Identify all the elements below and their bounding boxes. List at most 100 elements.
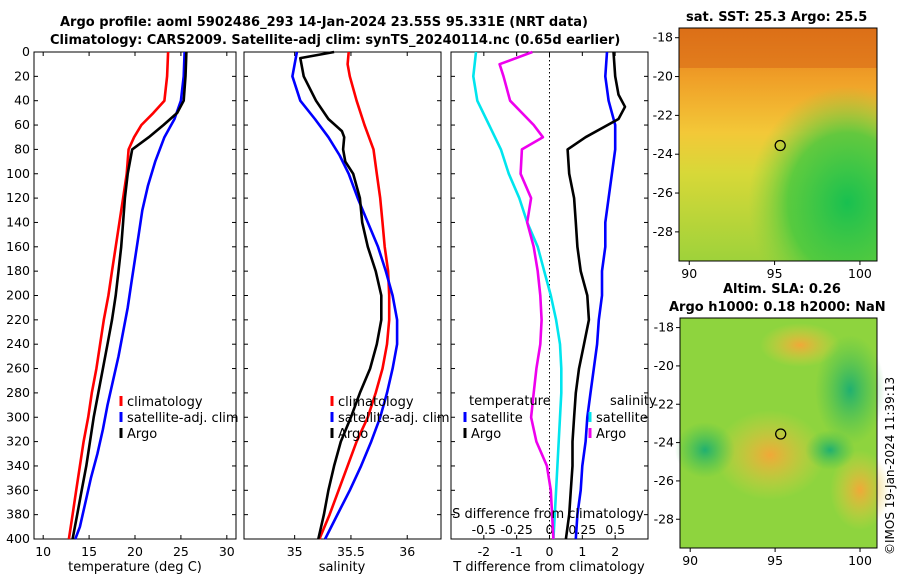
sla-map-y-ticks: -18 -20 -22 -24 -26 -28: [654, 320, 680, 526]
lon-tick-label: 95: [767, 266, 783, 281]
temperature-y-ticks: 0 20 40 60 80 100 120 140 160 180 200 220 240 260 280 3…: [6, 44, 236, 546]
difference-legend: temperature satellite Argo salinity sate…: [463, 394, 657, 442]
difference-x-ticks: -2 -1 0 1 2: [478, 52, 619, 559]
difference-xlabel: T difference from climatology: [452, 560, 645, 575]
depth-tick-label: 200: [6, 288, 30, 303]
sla-map-low-3: [805, 430, 855, 470]
depth-tick-label: 240: [6, 336, 30, 351]
sla-map-frame: [679, 317, 878, 549]
temperature-legend: climatology satellite-adj. clim Argo: [119, 395, 239, 442]
x-tick-label: 1: [578, 544, 586, 559]
x-tick-label: 0: [546, 544, 554, 559]
s-tick-label: 0.25: [568, 522, 596, 537]
legend-label-t-argo: Argo: [471, 427, 501, 442]
series-temperature-argo: [564, 51, 627, 540]
depth-tick-label: 160: [6, 239, 30, 254]
depth-tick-label: 280: [6, 385, 30, 400]
x-tick-label: 20: [127, 544, 143, 559]
sst-map-x-ticks: 90 95 100: [681, 261, 872, 281]
salinity-legend: climatology satellite-adj. clim Argo: [330, 395, 450, 442]
lat-tick-label: -20: [654, 358, 674, 373]
lat-tick-label: -24: [653, 146, 673, 161]
series-satellite-adj-clim: [291, 51, 399, 540]
title-line-2: Climatology: CARS2009. Satellite-adj cli…: [50, 33, 621, 48]
x-tick-label: 2: [611, 544, 619, 559]
title-line-1: Argo profile: aoml 5902486_293 14-Jan-20…: [60, 15, 588, 30]
depth-tick-label: 140: [6, 214, 30, 229]
x-tick-label: 15: [81, 544, 97, 559]
series-salinity-satellite: [471, 51, 563, 540]
depth-tick-label: 100: [6, 166, 30, 181]
x-tick-label: 35.5: [337, 544, 365, 559]
series-temperature-satellite: [574, 51, 617, 540]
salinity-y-ticks: [244, 51, 441, 540]
series-climatology: [67, 51, 170, 540]
lon-tick-label: 100: [848, 266, 872, 281]
s-tick-label: 0.5: [605, 522, 625, 537]
sst-map: -18 -20 -22 -24 -26 -28 90 95 100: [653, 27, 878, 281]
difference-panel: -2 -1 0 1 2 -0.5 -0.25 0 0.25 0.5 T difference f…: [450, 50, 657, 575]
depth-tick-label: 80: [14, 141, 30, 156]
depth-tick-label: 260: [6, 361, 30, 376]
temperature-x-ticks: 10 15 20 25 30: [35, 52, 235, 559]
legend-label-argo: Argo: [338, 427, 368, 442]
series-argo: [71, 51, 188, 540]
lat-tick-label: -22: [654, 396, 674, 411]
difference-series: [471, 50, 627, 540]
salinity-x-ticks: 35 35.5 36: [287, 52, 415, 559]
depth-tick-label: 40: [14, 93, 30, 108]
sla-map-low-1: [815, 335, 885, 445]
sst-map-frame: [678, 27, 878, 262]
depth-tick-label: 380: [6, 507, 30, 522]
depth-tick-label: 320: [6, 434, 30, 449]
lat-tick-label: -18: [654, 320, 674, 335]
depth-tick-label: 60: [14, 117, 30, 132]
depth-tick-label: 0: [22, 44, 30, 59]
series-argo: [298, 50, 383, 540]
legend-label-satellite: satellite-adj. clim: [338, 411, 450, 426]
lon-tick-label: 90: [681, 266, 697, 281]
lat-tick-label: -20: [653, 69, 673, 84]
lat-tick-label: -22: [653, 107, 673, 122]
series-satellite-adj-clim: [74, 51, 186, 540]
salinity-xlabel: salinity: [319, 560, 366, 575]
lat-tick-label: -18: [653, 30, 673, 45]
legend-heading-salinity: salinity: [610, 394, 657, 409]
difference-y-ticks: [451, 51, 648, 540]
temperature-axes-frame: [33, 51, 237, 540]
legend-label-satellite: satellite-adj. clim: [127, 411, 239, 426]
temperature-panel: 0 20 40 60 80 100 120 140 160 180 200 220 240 260 280 3…: [6, 44, 238, 575]
x-tick-label: -1: [510, 544, 522, 559]
x-tick-label: 35: [287, 544, 303, 559]
legend-label-s-satellite: satellite: [596, 411, 648, 426]
legend-heading-temperature: temperature: [469, 394, 551, 409]
x-tick-label: 10: [35, 544, 51, 559]
sst-argo-marker: [774, 139, 786, 152]
salinity-panel: 35 35.5 36 salinity climatology satellite-…: [243, 50, 450, 575]
s-tick-label: -0.25: [500, 522, 532, 537]
lat-tick-label: -28: [654, 511, 674, 526]
depth-tick-label: 360: [6, 482, 30, 497]
sla-map-high-2: [830, 450, 890, 530]
x-tick-label: 36: [399, 544, 415, 559]
difference-xlabel-top: S difference from climatology: [452, 507, 644, 522]
sla-map-high-1: [715, 410, 825, 500]
salinity-axes-frame: [243, 51, 442, 540]
depth-tick-label: 180: [6, 263, 30, 278]
lat-tick-label: -28: [653, 224, 673, 239]
sla-map-title-2: Argo h1000: 0.18 h2000: NaN: [669, 300, 886, 315]
temperature-series: [67, 51, 188, 540]
s-tick-label: 0: [546, 522, 554, 537]
depth-tick-label: 220: [6, 312, 30, 327]
series-salinity-argo: [498, 50, 555, 540]
sla-map-title-1: Altim. SLA: 0.26: [723, 282, 841, 297]
sla-map-x-ticks: 90 95 100: [682, 548, 872, 568]
sst-map-y-ticks: -18 -20 -22 -24 -26 -28: [653, 30, 679, 239]
lon-tick-label: 95: [767, 553, 783, 568]
sst-map-cool-patch: [679, 28, 877, 261]
legend-label-t-satellite: satellite: [471, 411, 523, 426]
legend-label-s-argo: Argo: [596, 427, 626, 442]
salinity-series: [291, 50, 399, 540]
temperature-xlabel: temperature (deg C): [68, 560, 202, 575]
